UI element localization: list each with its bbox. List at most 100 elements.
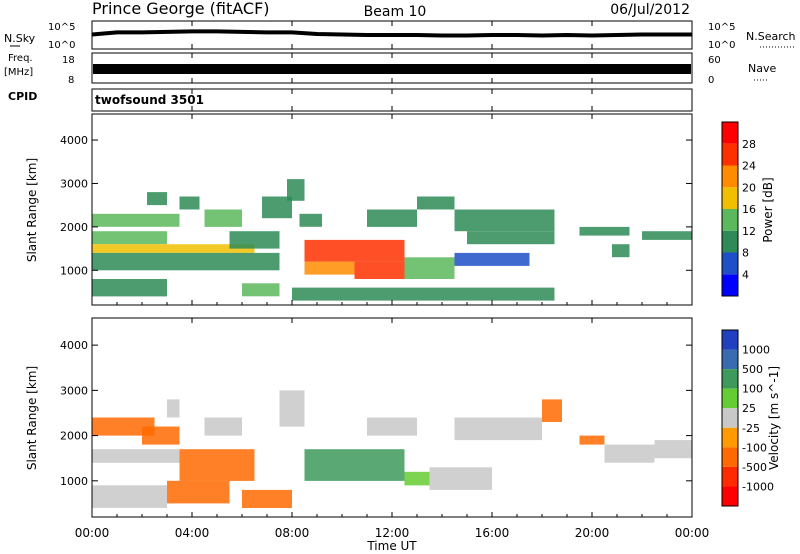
velocity-ylabel: Slant Range [km] [25,366,39,470]
freq-label-1: Freq. [8,53,33,64]
noise-right-tick-bottom: 10^0 [708,40,735,51]
power-cell [92,231,167,245]
noise-series-line [91,29,692,38]
power-colorbar-segment [722,209,738,231]
velocity-colorbar-tick: -500 [742,461,767,474]
velocity-colorbar-label: Velocity [m s^-1] [767,366,781,470]
freq-label-2: [MHz] [4,67,33,78]
power-cell [292,287,555,301]
noise-left-tick-top: 10^5 [48,22,75,33]
power-colorbar-tick: 12 [742,225,756,238]
freq-band [93,64,691,74]
power-heatmap [92,179,692,301]
power-colorbar-segment [722,252,738,275]
velocity-cell [604,444,655,463]
power-cell [299,213,322,227]
velocity-colorbar-tick: 25 [742,402,756,415]
velocity-colorbar-segment [722,349,738,370]
power-cell [612,244,630,258]
velocity-cell [279,390,305,427]
range-tick-label: 2000 [60,430,88,443]
noise-left-label: N.Sky [4,32,36,45]
velocity-colorbar-tick: -1000 [742,480,774,493]
nave-tick-bottom: 0 [708,75,714,86]
velocity-colorbar-segment [722,369,738,389]
power-colorbar-tick: 4 [742,268,749,281]
power-cell [147,192,167,206]
power-cell [467,231,555,245]
velocity-colorbar-segment [722,408,738,428]
power-colorbar-segment [722,122,738,144]
nave-tick-top: 60 [708,55,721,66]
range-tick-label: 3000 [60,384,88,397]
velocity-colorbar-tick: 1000 [742,344,770,357]
cpid-value: twofsound 3501 [95,93,204,107]
velocity-cell [579,435,605,445]
velocity-colorbar-tick: 500 [742,363,763,376]
power-colorbar-segment [722,187,738,209]
range-tick-label: 4000 [60,339,88,352]
noise-right-tick-top: 10^5 [708,22,735,33]
cpid-label: CPID [8,90,37,103]
velocity-cell [367,417,417,436]
velocity-colorbar-segment [722,447,738,467]
time-tick-label: 00:00 [75,526,110,540]
velocity-cell [654,440,692,459]
power-cell [642,231,692,240]
power-colorbar-segment [722,143,738,166]
velocity-cell [242,489,292,508]
noise-trace [91,29,692,38]
range-tick-label: 1000 [60,264,88,277]
power-cell [454,209,555,232]
station-title: Prince George (fitACF) [92,0,270,18]
time-tick-label: 04:00 [175,526,210,540]
velocity-cell [167,399,180,418]
power-cell [304,261,355,275]
velocity-cell [204,417,242,436]
time-tick-label: 12:00 [375,526,410,540]
power-colorbar-segment [722,165,738,188]
power-cell [262,196,292,219]
freq-tick-bottom: 8 [68,75,74,86]
velocity-colorbar-tick: 100 [742,383,763,396]
power-cell [92,213,180,227]
power-colorbar-tick: 8 [742,247,749,260]
power-colorbar-segment [722,230,738,253]
power-cell [242,283,280,297]
velocity-colorbar-segment [722,486,738,506]
velocity-colorbar: 1000 500 100 25 -25 -100 -500 -1000 [721,329,774,507]
time-axis: 00:00 04:00 08:00 12:00 16:00 20:00 00:00 [75,21,710,540]
velocity-colorbar-tick: -100 [742,441,767,454]
power-cell [92,244,255,253]
time-tick-label: 20:00 [575,526,610,540]
velocity-cell [92,417,155,436]
nave-label: Nave [748,62,776,75]
velocity-heatmap [92,390,692,508]
power-cell [404,257,455,279]
velocity-colorbar-segment [722,466,738,487]
velocity-cell [92,449,180,463]
velocity-cell [404,471,430,486]
power-cell [367,209,417,227]
power-ylabel: Slant Range [km] [25,158,39,262]
beam-label: Beam 10 [364,4,427,20]
power-colorbar-label: Power [dB] [761,177,775,242]
power-cell [204,209,242,227]
power-cell [454,252,530,266]
noise-left-tick-bottom: 10^0 [48,40,75,51]
power-colorbar: 28 24 20 16 12 8 4 [721,121,756,297]
power-colorbar-tick: 28 [742,138,756,151]
power-cell [179,196,200,210]
time-tick-label: 16:00 [475,526,510,540]
power-cell [287,179,305,201]
date-label: 06/Jul/2012 [610,2,690,18]
power-cell [92,252,280,271]
power-colorbar-tick: 20 [742,181,756,194]
time-axis-label: Time UT [366,539,417,553]
power-cell [354,261,405,279]
power-y-axis: 4000 3000 2000 1000 [60,134,692,277]
power-cell [229,231,280,249]
power-cell [579,226,630,236]
velocity-cell [454,417,542,441]
time-tick-label: 00:00 [675,526,710,540]
